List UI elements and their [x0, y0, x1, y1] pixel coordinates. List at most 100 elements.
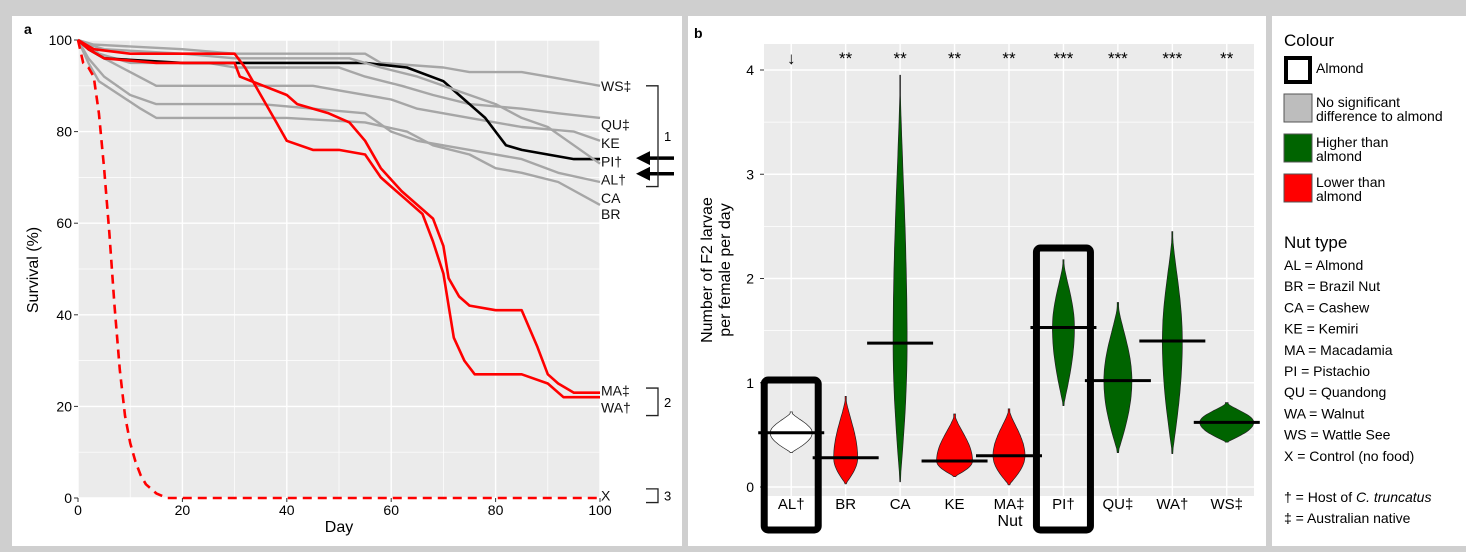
violin-wa: [1161, 231, 1183, 454]
panel-a-letter: a: [24, 21, 32, 37]
category-label: PI†: [1052, 496, 1075, 513]
highlight-box-al: [760, 376, 822, 534]
category-label: QU‡: [1102, 496, 1133, 513]
series-label: PI†: [601, 153, 622, 169]
significance-label: **: [839, 49, 853, 68]
violin-shapes: ↓ ** ** ** ** *** *** *** **: [758, 49, 1260, 534]
legend-colour-label: No significant: [1316, 94, 1400, 110]
legend-nut-item: WS = Wattle See: [1284, 427, 1391, 443]
legend-nut-item: QU = Quandong: [1284, 384, 1386, 400]
y-tick-label: 0: [746, 479, 754, 495]
survival-brackets: 1 2 3: [646, 85, 671, 504]
series-label: QU‡: [601, 117, 630, 133]
violin-x-axis-label: Nut: [998, 513, 1023, 530]
survival-line-ke: [77, 39, 601, 142]
significance-label: **: [893, 49, 907, 68]
series-label: MA‡: [601, 382, 630, 398]
significance-label: **: [1220, 49, 1234, 68]
y-tick-label: 0: [64, 490, 72, 506]
series-label: KE: [601, 135, 620, 151]
y-tick-label: 80: [56, 124, 72, 140]
series-label: WS‡: [601, 78, 631, 94]
significance-label: ***: [1054, 49, 1074, 68]
legend-colour-swatch: [1283, 133, 1313, 163]
group-bracket-label: 3: [664, 489, 671, 504]
series-label: CA: [601, 190, 621, 206]
significance-label: ↓: [787, 49, 796, 68]
legend-notes: † = Host of C. truncatus ‡ = Australian n…: [1284, 489, 1431, 526]
y-tick-label: 40: [56, 307, 72, 323]
violin-br: [833, 395, 859, 485]
legend-colour-swatch: [1283, 93, 1313, 123]
survival-y-axis-label: Survival (%): [25, 227, 42, 313]
violin-qu: [1103, 302, 1133, 453]
group-bracket: [646, 387, 659, 417]
legend-colour-label: difference to almond: [1316, 108, 1443, 124]
survival-axes: 0 20 40 60 80 100 0 20 40 60 80 100: [49, 32, 612, 518]
y-tick-label: 2: [746, 271, 754, 287]
x-tick-label: 100: [588, 502, 612, 518]
group-bracket-label: 1: [664, 129, 671, 144]
group-bracket-label: 2: [664, 395, 671, 410]
survival-line-wa: [77, 38, 600, 399]
legend-colour-label: almond: [1316, 148, 1362, 164]
panel-b-letter: b: [694, 25, 703, 41]
y-tick-label: 100: [49, 32, 73, 48]
legend-colour-label: Lower than: [1316, 174, 1385, 190]
violin-y-axis-label-line2: per female per day: [717, 203, 734, 336]
survival-line-pi: [77, 39, 600, 161]
series-label: X: [601, 487, 611, 503]
legend-nut-item: KE = Kemiri: [1284, 321, 1358, 337]
category-label: BR: [835, 496, 856, 513]
legend-nut-item: WA = Walnut: [1284, 405, 1364, 421]
x-tick-label: 60: [383, 502, 399, 518]
violin-ca: [892, 74, 908, 483]
significance-label: **: [1002, 49, 1016, 68]
survival-line-ma: [77, 39, 600, 394]
survival-line-qu: [77, 38, 601, 120]
series-label: BR: [601, 206, 620, 222]
legend-nut-item: PI = Pistachio: [1284, 363, 1370, 379]
legend-nut-item: X = Control (no food): [1284, 448, 1414, 464]
pointer-arrow-icon: [636, 151, 650, 166]
x-tick-label: 0: [74, 502, 82, 518]
x-tick-label: 80: [488, 502, 504, 518]
x-tick-label: 40: [279, 502, 295, 518]
category-label: AL†: [778, 496, 805, 513]
series-label: AL†: [601, 172, 626, 188]
significance-label: ***: [1108, 49, 1128, 68]
group-bracket: [646, 488, 659, 504]
y-tick-label: 1: [746, 375, 754, 391]
y-tick-label: 3: [746, 166, 754, 182]
violin-ma: [992, 408, 1026, 486]
y-tick-label: 20: [56, 398, 72, 414]
survival-lines: [76, 38, 601, 500]
y-tick-label: 4: [746, 62, 754, 78]
highlight-box-pi: [1032, 244, 1094, 534]
violin-y-axis-label-line1: Number of F2 larvae: [699, 197, 716, 343]
survival-x-axis-label: Day: [325, 519, 353, 536]
violin-category-labels: AL† BR CA KE MA‡ PI† QU‡ WA† WS‡: [778, 496, 1243, 513]
legend-colour-label: Almond: [1316, 60, 1363, 76]
significance-label: **: [948, 49, 962, 68]
survival-line-br: [76, 39, 601, 206]
legend-nut-item: MA = Macadamia: [1284, 342, 1393, 358]
category-label: KE: [945, 496, 965, 513]
legend-colour-label: Higher than: [1316, 134, 1388, 150]
series-label: WA†: [601, 399, 631, 415]
significance-label: ***: [1162, 49, 1182, 68]
pointer-arrow-icon: [636, 166, 650, 181]
legend-colour-swatch: [1284, 56, 1312, 84]
legend-nut-title: Nut type: [1284, 233, 1347, 252]
legend-nut-item: AL = Almond: [1284, 257, 1363, 273]
legend-nut-items: AL = Almond BR = Brazil Nut CA = Cashew KE …: [1284, 257, 1414, 464]
category-label: MA‡: [994, 496, 1025, 513]
survival-line-al: [77, 38, 601, 165]
legend-colour-label: almond: [1316, 188, 1362, 204]
